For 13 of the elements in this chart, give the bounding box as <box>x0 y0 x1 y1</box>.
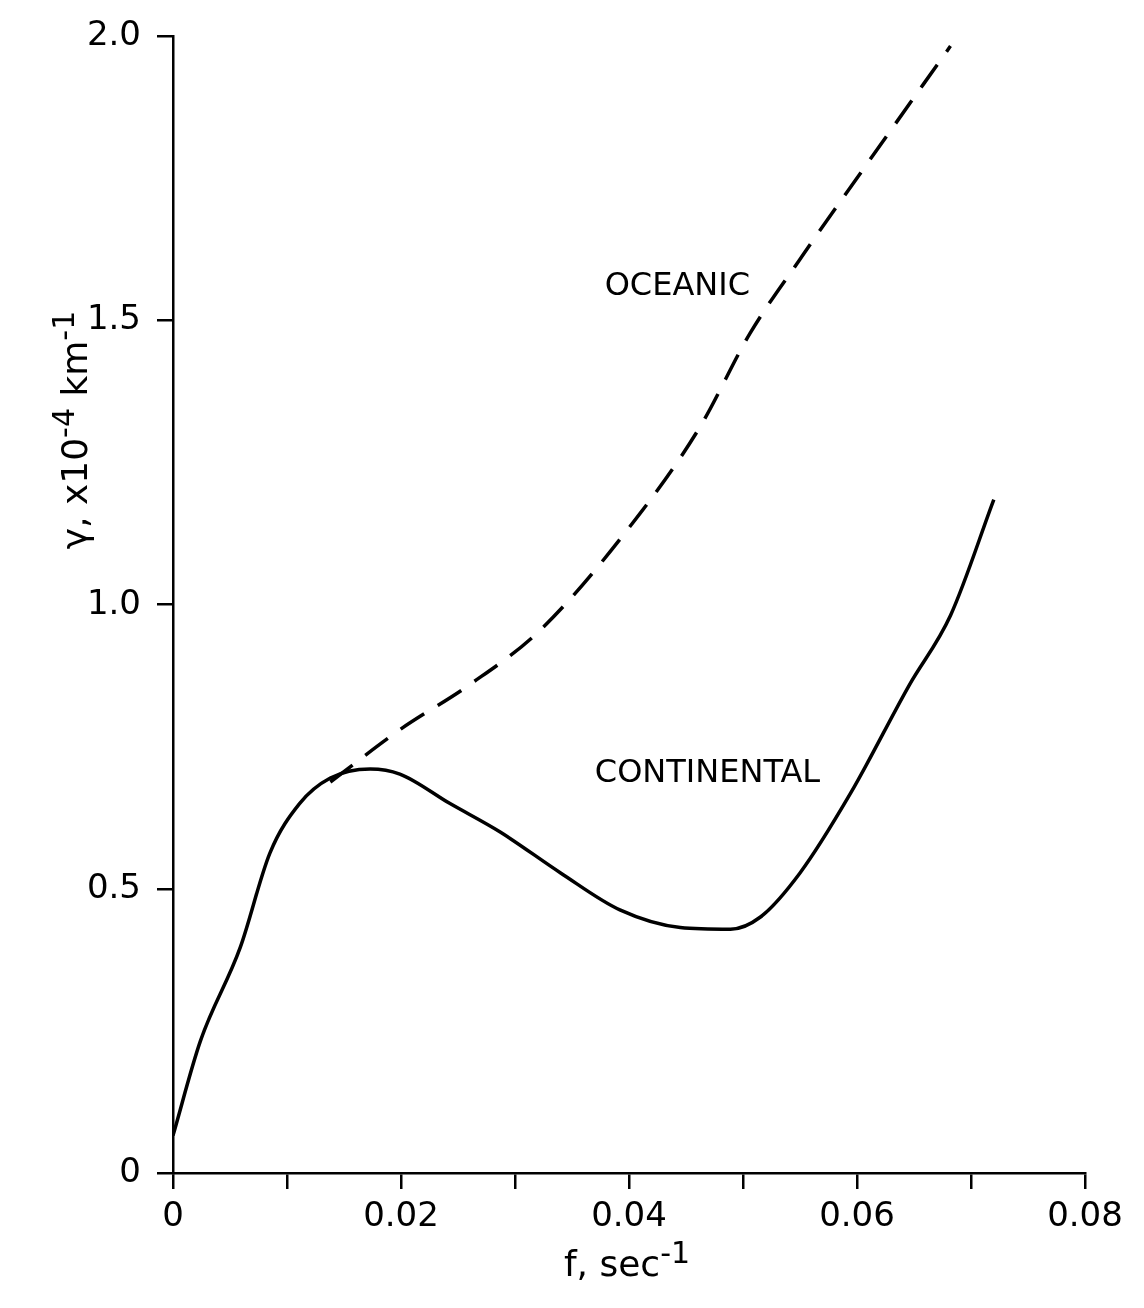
y-tick-label: 1.0 <box>86 581 141 622</box>
x-tick-label: 0.04 <box>591 1194 667 1235</box>
y-tick-label: 1.5 <box>86 297 141 338</box>
x-tick-label: 0.02 <box>363 1194 439 1235</box>
y-tick-label: 2.0 <box>86 13 141 54</box>
series-label: OCEANIC <box>604 265 750 304</box>
x-axis-title: f, sec$^{-1}$ <box>562 1235 692 1284</box>
series-label: CONTINENTAL <box>594 752 821 791</box>
x-tick-label: 0.08 <box>1047 1194 1123 1235</box>
x-tick-label: 0 <box>162 1194 184 1235</box>
y-tick-label: 0 <box>119 1149 141 1190</box>
x-tick-label: 0.06 <box>819 1194 895 1235</box>
y-tick-label: 0.5 <box>86 865 141 906</box>
